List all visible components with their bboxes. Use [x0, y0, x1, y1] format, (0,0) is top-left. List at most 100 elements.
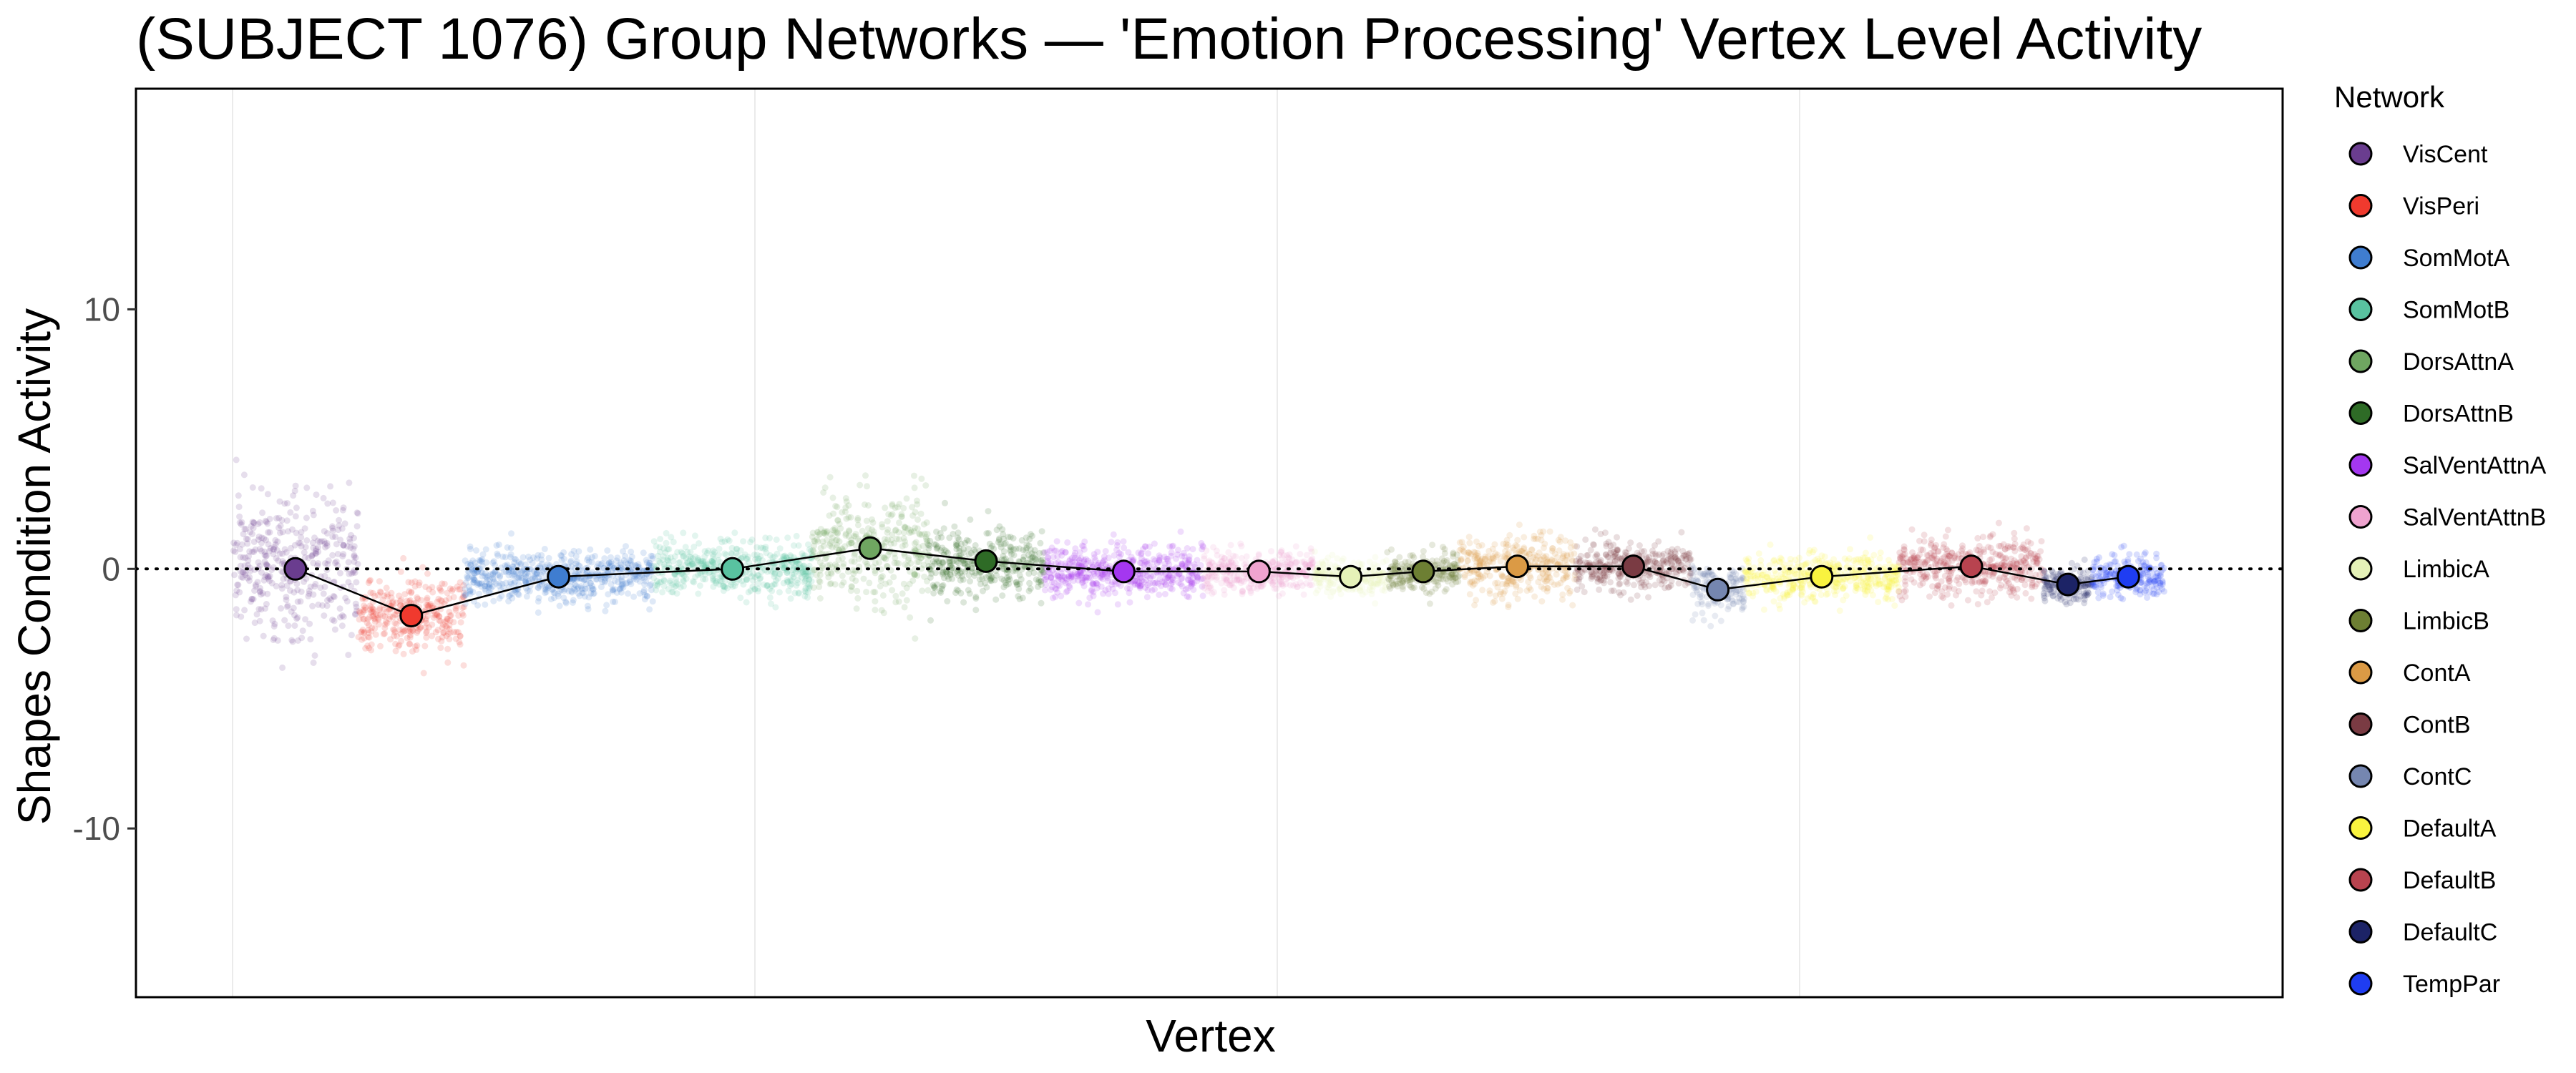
data-point [1399, 583, 1406, 590]
data-point [517, 560, 525, 567]
data-point [457, 586, 464, 593]
data-point [467, 588, 474, 595]
data-point [491, 578, 498, 585]
data-point [645, 562, 653, 569]
data-point [839, 509, 846, 516]
data-point [1694, 600, 1702, 607]
data-point [437, 597, 444, 604]
data-point [903, 597, 910, 604]
data-point [1268, 548, 1274, 555]
data-point [667, 554, 674, 561]
data-point [639, 574, 646, 581]
data-point [1503, 536, 1511, 544]
data-point [238, 519, 245, 526]
data-point [261, 574, 268, 580]
data-point [674, 549, 681, 556]
data-point [635, 561, 642, 568]
data-point [547, 596, 555, 603]
data-point [514, 569, 521, 577]
data-point [319, 602, 326, 609]
data-point [476, 590, 483, 597]
data-point [400, 554, 407, 562]
data-point [620, 581, 627, 588]
data-point [900, 504, 907, 511]
data-point [1594, 578, 1601, 585]
data-point [365, 622, 372, 629]
data-point [288, 637, 296, 644]
data-point [270, 546, 278, 553]
data-point [1330, 580, 1337, 587]
data-point [509, 594, 516, 602]
data-point [1075, 599, 1083, 607]
data-point [1787, 556, 1794, 562]
data-point [244, 574, 251, 582]
data-point [356, 616, 363, 623]
data-point [443, 617, 450, 624]
data-point [482, 582, 489, 589]
data-point [310, 660, 317, 666]
data-point [467, 562, 474, 569]
data-point [278, 605, 285, 612]
data-point [239, 541, 245, 548]
data-point [379, 597, 386, 603]
data-point [287, 587, 293, 594]
data-point [315, 544, 321, 551]
data-point [545, 554, 552, 562]
data-point [366, 614, 373, 621]
data-point [1090, 592, 1097, 599]
data-point [680, 572, 688, 579]
data-point [1018, 576, 1025, 583]
data-point [1620, 589, 1627, 596]
data-point [1184, 593, 1191, 600]
data-point [1201, 553, 1208, 559]
data-point [232, 592, 239, 599]
data-point [656, 579, 663, 586]
data-point [263, 601, 270, 607]
data-point [842, 495, 849, 501]
data-point [262, 517, 269, 524]
data-point [287, 509, 294, 516]
data-point [411, 578, 419, 585]
data-point [339, 553, 346, 560]
data-point [587, 579, 594, 587]
data-point [572, 560, 580, 567]
data-point [1730, 600, 1737, 607]
data-point [383, 608, 390, 615]
data-point [329, 552, 336, 559]
data-point [832, 502, 839, 509]
data-point [271, 620, 278, 627]
data-point [276, 550, 283, 557]
data-point [275, 524, 282, 531]
data-point [502, 554, 509, 561]
data-point [256, 589, 263, 595]
data-point [265, 541, 272, 548]
data-point [757, 574, 764, 582]
data-point [508, 580, 515, 587]
data-point [806, 583, 814, 590]
data-point [278, 560, 286, 567]
data-point [854, 516, 862, 524]
data-point [230, 547, 237, 554]
data-point [641, 596, 648, 603]
data-point [531, 574, 538, 581]
data-point [957, 540, 965, 547]
data-point [479, 573, 486, 580]
data-point [284, 500, 291, 506]
data-point [1386, 583, 1392, 590]
data-point [499, 580, 506, 587]
data-point [1596, 586, 1603, 593]
data-point [862, 472, 869, 479]
data-point [648, 587, 655, 594]
data-point [780, 579, 787, 587]
data-point [311, 534, 318, 542]
data-point [424, 612, 431, 619]
data-point [1072, 545, 1079, 552]
data-point [273, 555, 280, 562]
data-point [618, 589, 625, 596]
data-point [368, 628, 375, 635]
data-point [595, 560, 602, 567]
data-point [505, 569, 512, 576]
data-point [1692, 611, 1699, 618]
data-point [665, 557, 672, 564]
data-point [1705, 602, 1712, 609]
